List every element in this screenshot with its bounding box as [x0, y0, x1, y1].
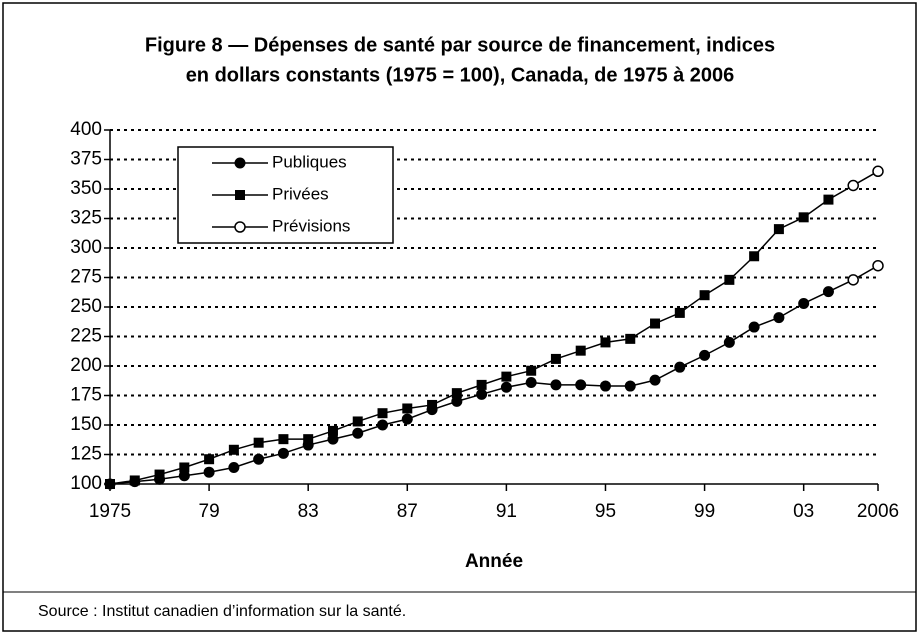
legend-marker [235, 190, 245, 200]
marker [872, 165, 884, 178]
marker [748, 321, 760, 333]
x-axis-title: Année [465, 551, 523, 572]
marker [823, 194, 834, 205]
marker [402, 403, 413, 414]
marker [377, 419, 389, 431]
marker [129, 475, 140, 486]
marker [724, 274, 735, 285]
marker [847, 179, 859, 192]
legend-marker [234, 157, 246, 169]
marker [352, 416, 363, 427]
y-tick-label: 400 [70, 119, 102, 140]
y-tick-label: 325 [70, 208, 102, 229]
x-tick-label: 79 [199, 501, 220, 522]
marker [401, 413, 413, 425]
marker [377, 408, 388, 419]
marker [154, 469, 165, 480]
y-tick-label: 250 [70, 296, 102, 317]
legend-label: Privées [272, 184, 329, 203]
legend-label: Publiques [272, 152, 347, 171]
x-tick-label: 03 [793, 501, 814, 522]
marker [699, 349, 711, 361]
marker [253, 453, 265, 465]
marker [699, 290, 710, 301]
marker [674, 361, 686, 373]
marker [773, 312, 785, 324]
x-tick-label: 2006 [857, 501, 899, 522]
marker [204, 454, 215, 465]
marker [822, 286, 834, 298]
x-tick-label: 95 [595, 501, 616, 522]
marker [525, 377, 537, 389]
marker [427, 399, 438, 410]
marker [526, 365, 537, 376]
marker [650, 318, 661, 329]
marker [773, 224, 784, 235]
marker [105, 479, 115, 489]
y-tick-label: 350 [70, 178, 102, 199]
legend-marker [234, 221, 246, 233]
marker [872, 259, 884, 272]
y-tick-label: 375 [70, 149, 102, 170]
legend-label: Prévisions [272, 216, 350, 235]
y-tick-label: 150 [70, 414, 102, 435]
marker [798, 297, 810, 309]
marker [600, 337, 611, 348]
y-tick-label: 175 [70, 385, 102, 406]
marker [278, 434, 289, 445]
marker [599, 380, 611, 392]
source-note: Source : Institut canadien d’information… [38, 603, 406, 620]
marker [749, 251, 760, 262]
x-tick-label: 1975 [89, 501, 131, 522]
marker [501, 371, 512, 382]
y-tick-label: 100 [70, 473, 102, 494]
y-tick-label: 125 [70, 444, 102, 465]
marker [674, 307, 685, 318]
marker [451, 395, 463, 407]
marker [625, 333, 636, 344]
marker [253, 437, 264, 448]
marker [179, 462, 190, 473]
marker [476, 388, 488, 400]
y-tick-label: 300 [70, 237, 102, 258]
marker [550, 353, 561, 364]
chart-subtitle: en dollars constants (1975 = 100), Canad… [186, 64, 735, 86]
marker [277, 447, 289, 459]
marker [228, 461, 240, 473]
marker [723, 336, 735, 348]
marker [649, 374, 661, 386]
marker [847, 274, 859, 286]
marker [500, 381, 512, 393]
x-tick-label: 83 [298, 501, 319, 522]
marker [798, 212, 809, 223]
marker [476, 379, 487, 390]
marker [228, 444, 239, 455]
x-tick-label: 87 [397, 501, 418, 522]
marker [550, 379, 562, 391]
marker [327, 425, 338, 436]
chart-title: Figure 8 — Dépenses de santé par source … [145, 34, 775, 56]
x-tick-label: 91 [496, 501, 517, 522]
y-tick-label: 225 [70, 326, 102, 347]
marker [327, 433, 339, 445]
marker [451, 388, 462, 399]
marker [352, 427, 364, 439]
y-tick-label: 200 [70, 355, 102, 376]
marker [575, 379, 587, 391]
marker [178, 470, 190, 482]
marker [303, 434, 314, 445]
x-tick-label: 99 [694, 501, 715, 522]
y-tick-label: 275 [70, 267, 102, 288]
marker [575, 345, 586, 356]
marker [624, 380, 636, 392]
marker [203, 466, 215, 478]
